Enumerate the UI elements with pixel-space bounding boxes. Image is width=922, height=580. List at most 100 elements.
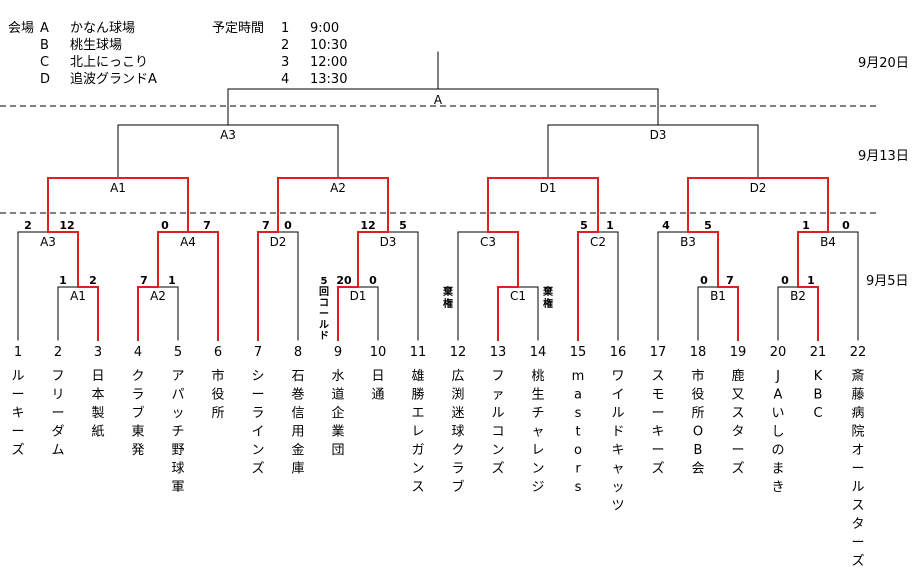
team-number: 19	[730, 345, 747, 360]
team-number: 22	[850, 345, 867, 360]
team-name: 桃生チャレンジ	[531, 369, 544, 495]
team-number: 21	[810, 345, 827, 360]
score: 0	[842, 219, 850, 232]
team-name: J A いしのまき	[771, 369, 784, 495]
venue-legend: 会場 A かなん球場 B 桃生球場 C 北上にっこり D 追波グランドA	[8, 21, 157, 87]
match-labels: A1 A2 D1 C1 B1 B2 A3 A4 D2 D3 C3 C2 B3 B…	[40, 93, 836, 303]
scores: 1 2 7 1 20 0 0 7 0 1 2 12 0 7 7 0 12 5 5…	[24, 219, 850, 287]
time-slot: 13:30	[310, 72, 347, 87]
team-name: ワイルドキャッツ	[611, 369, 624, 514]
venue-name: かなん球場	[70, 21, 135, 36]
team-list: 1 ルーキーズ 2 フリーダム 3 日本製紙 4 クラブ東発 5 アパッチ野球軍 6 市役所 7 シーライ…	[11, 345, 866, 569]
match-label-b1: B1	[710, 289, 726, 303]
team-name: クラブ東発	[131, 369, 144, 458]
score: 2	[24, 219, 32, 232]
team-number: 2	[54, 345, 62, 360]
team-name: フリーダム	[51, 369, 64, 458]
match-label-b4: B4	[820, 235, 836, 249]
match-label-qd1: D1	[540, 181, 557, 195]
team-number: 18	[690, 345, 707, 360]
team-name: 石巻信用金庫	[291, 369, 304, 477]
team-name: 鹿又スターズ	[731, 368, 744, 477]
score: 0	[161, 219, 169, 232]
team-number: 5	[174, 345, 182, 360]
score: 20	[336, 274, 352, 287]
date-first-round: 9月5日	[866, 274, 909, 289]
team-number: 14	[530, 345, 547, 360]
time-slot: 10:30	[310, 38, 347, 53]
team-number: 11	[410, 345, 427, 360]
score: 0	[781, 274, 789, 287]
forfeit-note: 棄権	[542, 285, 554, 310]
team-name: 広渕迷球クラブ	[451, 369, 464, 495]
team-number: 13	[490, 345, 507, 360]
team-number: 16	[610, 345, 627, 360]
venue-name: 北上にっこり	[70, 55, 148, 70]
match-label-c2: C2	[590, 235, 606, 249]
team-number: 1	[14, 345, 22, 360]
score: 7	[140, 274, 148, 287]
match-label-c3: C3	[480, 235, 496, 249]
match-label-qa2: A2	[330, 181, 346, 195]
team-number: 7	[254, 345, 262, 360]
match-label-sd3: D3	[650, 128, 667, 142]
match-label-b2: B2	[790, 289, 806, 303]
match-label-qa1: A1	[110, 181, 126, 195]
match-notes: 5 回コールド 棄権 棄権	[319, 276, 554, 342]
venue-code: A	[40, 21, 49, 36]
score: 5	[704, 219, 712, 232]
match-label-qd2: D2	[750, 181, 767, 195]
time-slot: 9:00	[310, 21, 339, 36]
team-number: 6	[214, 345, 222, 360]
team-name: 水道企業団	[331, 369, 344, 458]
team-name: 市役所 O B 会	[691, 368, 704, 477]
team-name: 日通	[371, 369, 384, 403]
match-label-a2: A2	[150, 289, 166, 303]
time-slot-no: 3	[281, 55, 289, 70]
score: 1	[59, 274, 67, 287]
score: 1	[168, 274, 176, 287]
venue-name: 桃生球場	[70, 38, 122, 53]
match-label-a1: A1	[70, 289, 86, 303]
match-label-d3: D3	[380, 235, 397, 249]
time-slot: 12:00	[310, 55, 347, 70]
team-number: 3	[94, 345, 102, 360]
team-name: 雄勝エレガンス	[411, 369, 424, 495]
match-label-d2: D2	[270, 235, 287, 249]
venue-code: D	[40, 72, 50, 87]
team-number: 8	[294, 345, 302, 360]
match-label-b3: B3	[680, 235, 696, 249]
venue-name: 追波グランドA	[70, 71, 157, 87]
score: 1	[807, 274, 815, 287]
score: 2	[89, 274, 97, 287]
score: 4	[662, 219, 670, 232]
match-label-sa3: A3	[220, 128, 236, 142]
time-slot-no: 4	[281, 72, 289, 87]
score: 7	[203, 219, 211, 232]
score: 12	[59, 219, 74, 232]
score: 12	[360, 219, 375, 232]
team-number: 12	[450, 345, 467, 360]
team-name: シーラインズ	[251, 369, 264, 477]
date-semifinal: 9月13日	[858, 149, 909, 164]
score: 0	[369, 274, 377, 287]
time-slot-no: 2	[281, 38, 289, 53]
score: 0	[700, 274, 708, 287]
team-number: 17	[650, 345, 667, 360]
team-name: 日本製紙	[91, 369, 104, 440]
time-slot-no: 1	[281, 21, 289, 36]
score: 1	[606, 219, 614, 232]
venue-header: 会場	[8, 21, 34, 36]
date-final: 9月20日	[858, 56, 909, 71]
forfeit-note: 棄権	[442, 285, 454, 310]
score: 7	[262, 219, 270, 232]
match-label-a3: A3	[40, 235, 56, 249]
team-number: 20	[770, 345, 787, 360]
match-label-final: A	[434, 93, 443, 107]
match-label-d1: D1	[350, 289, 367, 303]
schedule-legend: 予定時間 1 9:00 2 10:30 3 12:00 4 13:30	[212, 21, 347, 87]
venue-code: B	[40, 38, 49, 53]
